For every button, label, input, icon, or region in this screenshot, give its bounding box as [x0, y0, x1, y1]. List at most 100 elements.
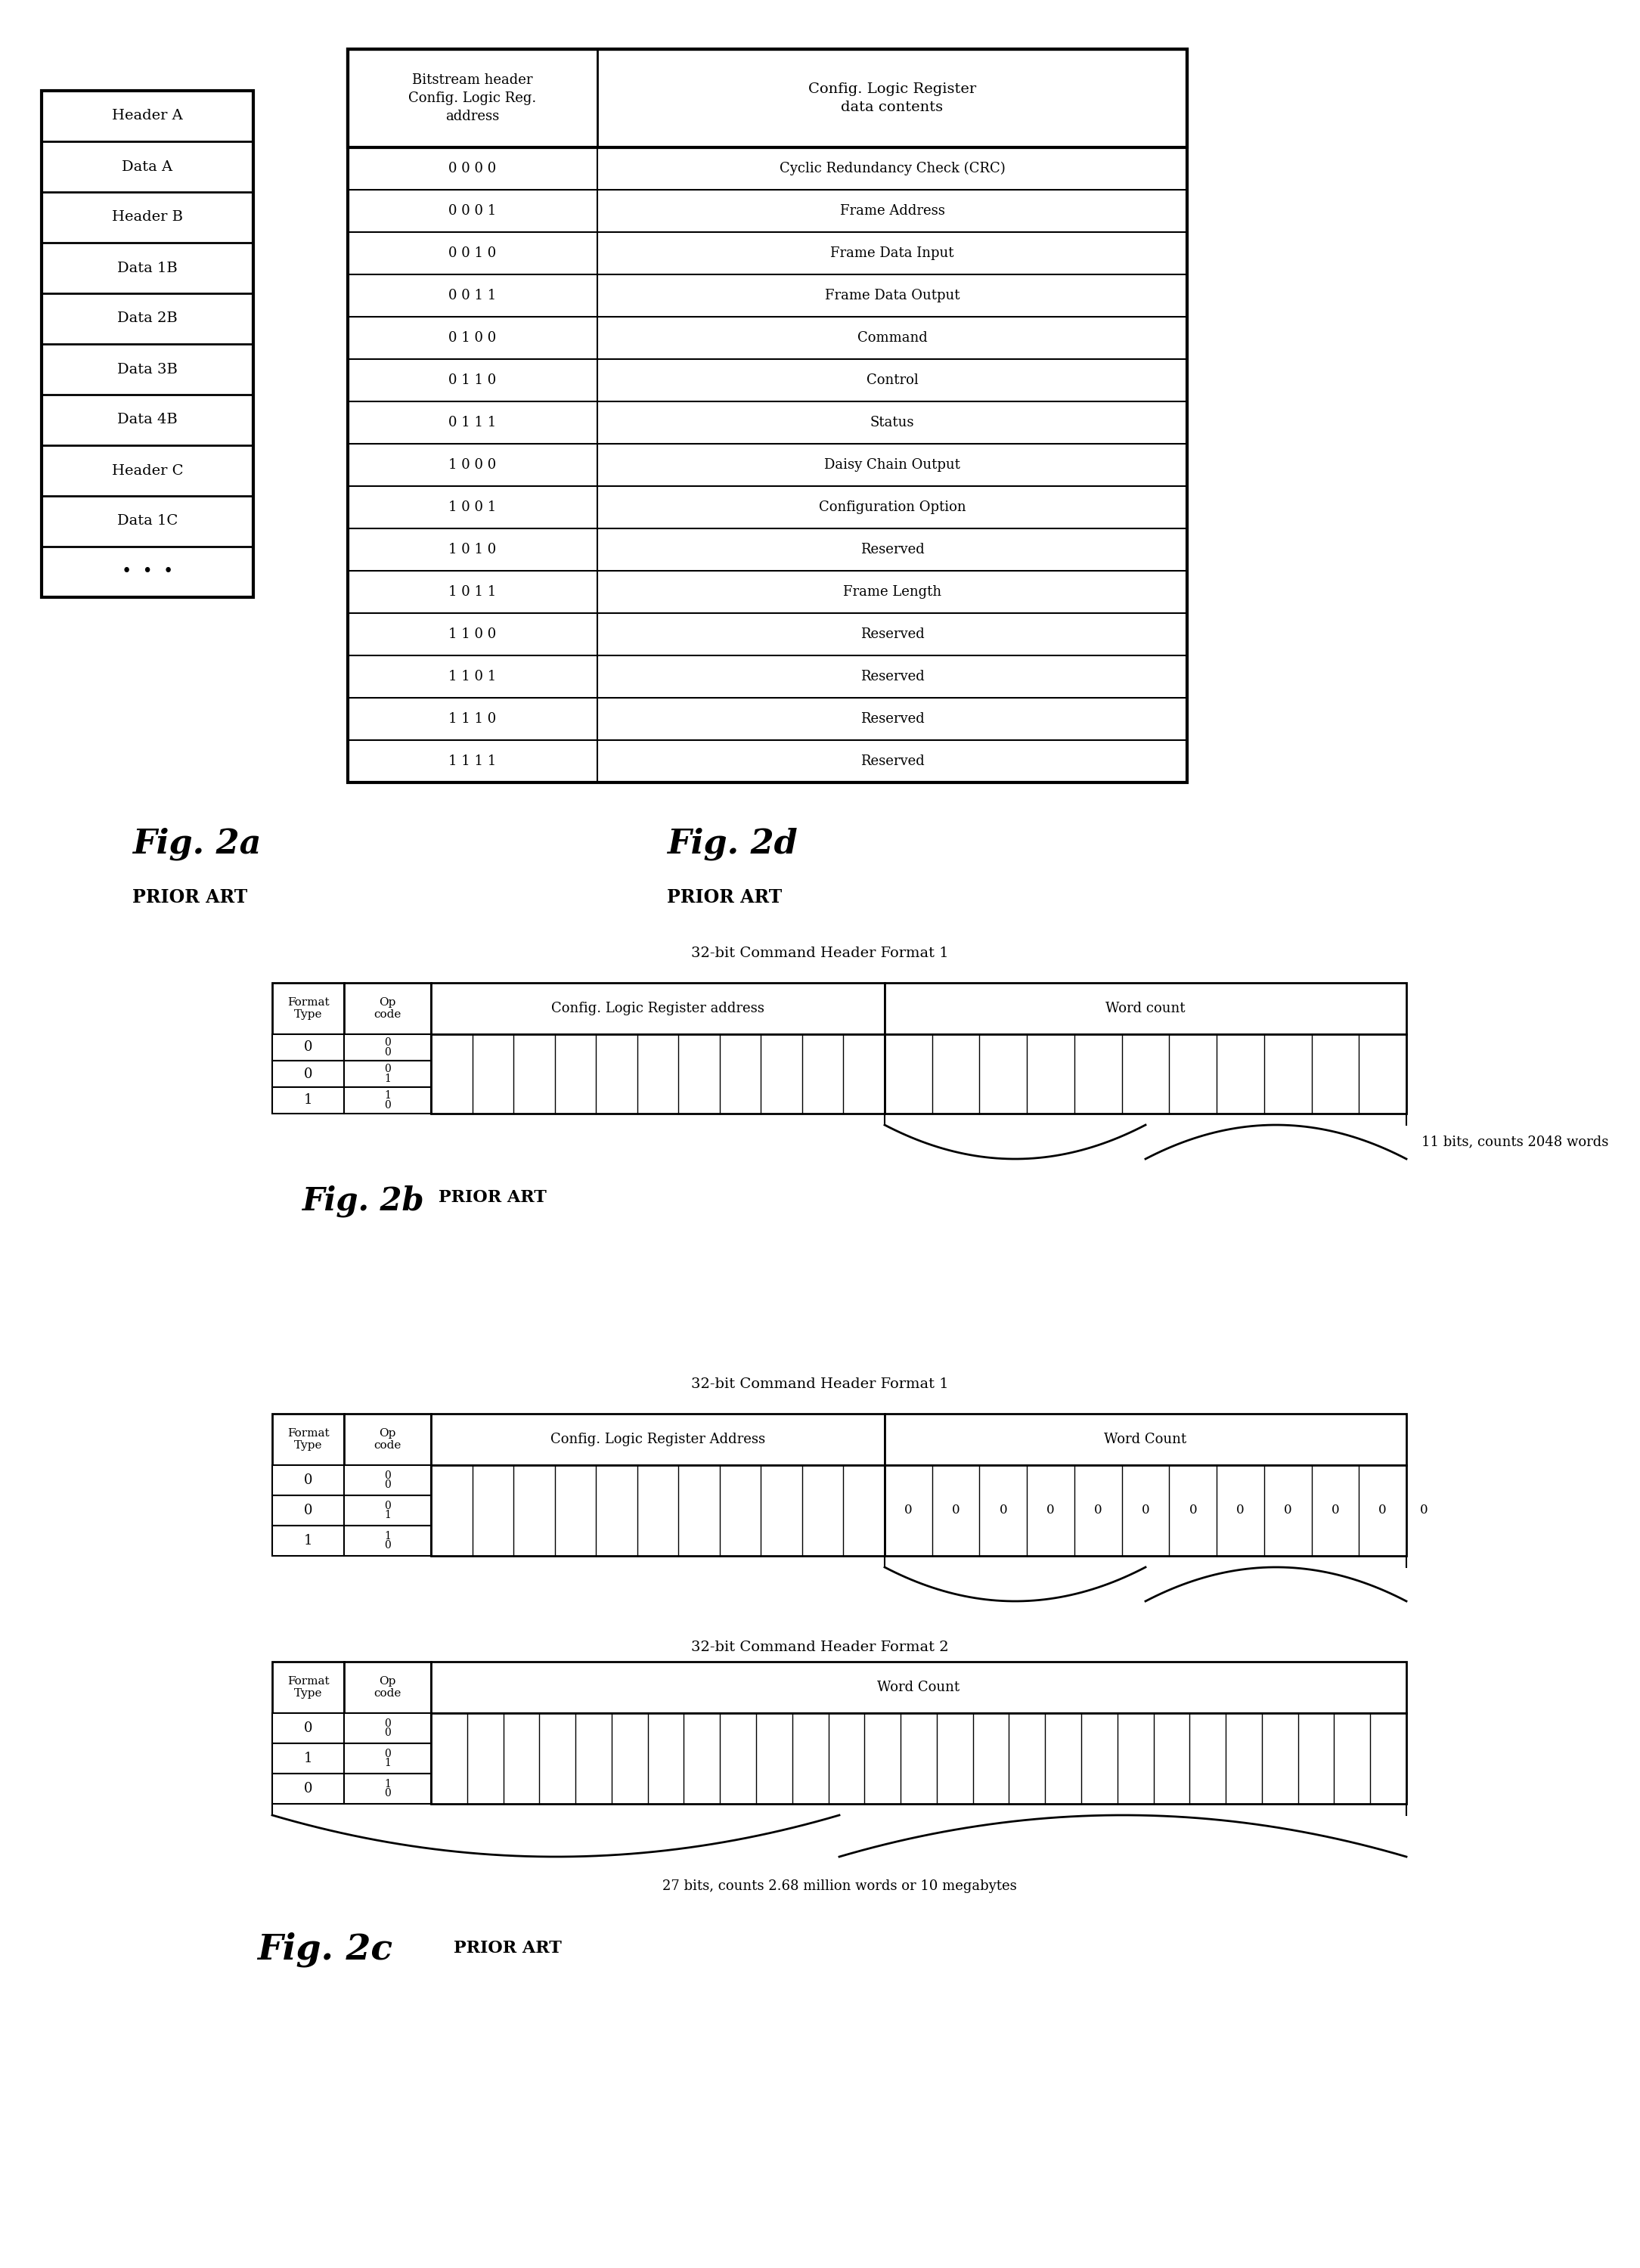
Text: 0: 0: [904, 1504, 912, 1517]
Bar: [272, 1712, 344, 1744]
Bar: [272, 1774, 344, 1803]
Text: 1 0 1 0: 1 0 1 0: [449, 542, 497, 556]
Text: 0: 0: [303, 1068, 313, 1082]
Text: 0
0: 0 0: [384, 1036, 390, 1057]
Text: 0: 0: [1141, 1504, 1150, 1517]
Bar: [344, 1526, 431, 1556]
Text: 32-bit Command Header Format 1: 32-bit Command Header Format 1: [690, 1377, 948, 1390]
Text: Data 1C: Data 1C: [116, 515, 177, 528]
Text: 0 0 0 0: 0 0 0 0: [449, 161, 497, 175]
Bar: [431, 1034, 884, 1114]
Bar: [272, 1034, 344, 1061]
Bar: [344, 1034, 431, 1061]
Text: 0: 0: [303, 1783, 313, 1796]
Bar: [431, 1712, 1407, 1803]
Text: 0
0: 0 0: [384, 1470, 390, 1490]
Text: 1
0: 1 0: [384, 1778, 390, 1799]
Text: 0 1 1 0: 0 1 1 0: [449, 374, 497, 388]
Text: 1 0 0 0: 1 0 0 0: [449, 458, 497, 472]
Bar: [272, 1526, 344, 1556]
Text: Status: Status: [871, 415, 915, 429]
Text: 27 bits, counts 2.68 million words or 10 megabytes: 27 bits, counts 2.68 million words or 10…: [663, 1880, 1017, 1894]
Text: 0: 0: [1284, 1504, 1292, 1517]
Text: 1: 1: [303, 1093, 313, 1107]
Text: Data 2B: Data 2B: [118, 313, 177, 327]
Bar: [884, 1465, 1407, 1556]
Bar: [272, 1662, 344, 1712]
Text: Control: Control: [866, 374, 918, 388]
Bar: [41, 91, 253, 596]
Text: Data 4B: Data 4B: [118, 413, 177, 426]
Bar: [344, 1086, 431, 1114]
Text: 1 1 0 0: 1 1 0 0: [449, 628, 497, 642]
Text: Frame Address: Frame Address: [840, 204, 945, 218]
Text: Word Count: Word Count: [877, 1681, 959, 1694]
Text: Op
code: Op code: [374, 1429, 402, 1452]
Text: PRIOR ART: PRIOR ART: [454, 1939, 561, 1957]
Text: 0: 0: [1332, 1504, 1340, 1517]
Text: 0: 0: [1420, 1504, 1428, 1517]
Bar: [344, 982, 431, 1034]
Text: 0
1: 0 1: [384, 1749, 390, 1769]
Text: Daisy Chain Output: Daisy Chain Output: [825, 458, 959, 472]
Text: 32-bit Command Header Format 2: 32-bit Command Header Format 2: [690, 1640, 948, 1653]
Text: 0
1: 0 1: [384, 1501, 390, 1520]
Text: Config. Logic Register
data contents: Config. Logic Register data contents: [809, 82, 976, 113]
Text: PRIOR ART: PRIOR ART: [438, 1188, 546, 1207]
Text: 1 1 0 1: 1 1 0 1: [449, 669, 497, 683]
Text: 1 1 1 1: 1 1 1 1: [449, 755, 497, 769]
Bar: [344, 1465, 431, 1495]
Bar: [344, 1061, 431, 1086]
Text: Bitstream header
Config. Logic Reg.
address: Bitstream header Config. Logic Reg. addr…: [408, 73, 536, 122]
Text: 0: 0: [1237, 1504, 1245, 1517]
Text: 0 1 1 1: 0 1 1 1: [449, 415, 497, 429]
Text: Reserved: Reserved: [859, 669, 925, 683]
Text: 0: 0: [1189, 1504, 1197, 1517]
Text: 0 0 1 0: 0 0 1 0: [449, 247, 497, 261]
Text: 1 0 1 1: 1 0 1 1: [449, 585, 497, 599]
Bar: [431, 982, 884, 1034]
Text: 0: 0: [951, 1504, 959, 1517]
Text: Header C: Header C: [112, 465, 184, 479]
Bar: [348, 50, 1187, 782]
Bar: [884, 1413, 1407, 1465]
Text: 0 1 0 0: 0 1 0 0: [449, 331, 497, 345]
Text: PRIOR ART: PRIOR ART: [667, 889, 782, 907]
Bar: [344, 1744, 431, 1774]
Text: 0: 0: [1379, 1504, 1387, 1517]
Bar: [344, 1662, 431, 1712]
Bar: [884, 982, 1407, 1034]
Text: Word Count: Word Count: [1104, 1433, 1187, 1447]
Bar: [344, 1413, 431, 1465]
Text: •  •  •: • • •: [121, 565, 174, 581]
Text: 1: 1: [303, 1533, 313, 1547]
Text: Configuration Option: Configuration Option: [818, 501, 966, 515]
Text: 1
0: 1 0: [384, 1531, 390, 1551]
Text: Format
Type: Format Type: [287, 998, 330, 1021]
Text: Fig. 2a: Fig. 2a: [133, 828, 261, 862]
Text: Header B: Header B: [112, 211, 184, 225]
Text: Frame Data Output: Frame Data Output: [825, 288, 959, 302]
Text: 1: 1: [303, 1751, 313, 1765]
Bar: [272, 1465, 344, 1495]
Text: 0 0 1 1: 0 0 1 1: [449, 288, 497, 302]
Text: Data A: Data A: [121, 159, 172, 175]
Text: Fig. 2b: Fig. 2b: [302, 1186, 425, 1218]
Text: Reserved: Reserved: [859, 712, 925, 726]
Text: Config. Logic Register address: Config. Logic Register address: [551, 1002, 764, 1016]
Bar: [431, 1465, 884, 1556]
Text: 0
1: 0 1: [384, 1064, 390, 1084]
Bar: [272, 1495, 344, 1526]
Text: Format
Type: Format Type: [287, 1429, 330, 1452]
Bar: [884, 1034, 1407, 1114]
Bar: [272, 1744, 344, 1774]
Bar: [344, 1712, 431, 1744]
Bar: [272, 1086, 344, 1114]
Bar: [344, 1495, 431, 1526]
Bar: [348, 50, 1187, 147]
Bar: [272, 1061, 344, 1086]
Text: 0
0: 0 0: [384, 1719, 390, 1737]
Text: Format
Type: Format Type: [287, 1676, 330, 1699]
Text: Op
code: Op code: [374, 998, 402, 1021]
Text: 0: 0: [303, 1474, 313, 1488]
